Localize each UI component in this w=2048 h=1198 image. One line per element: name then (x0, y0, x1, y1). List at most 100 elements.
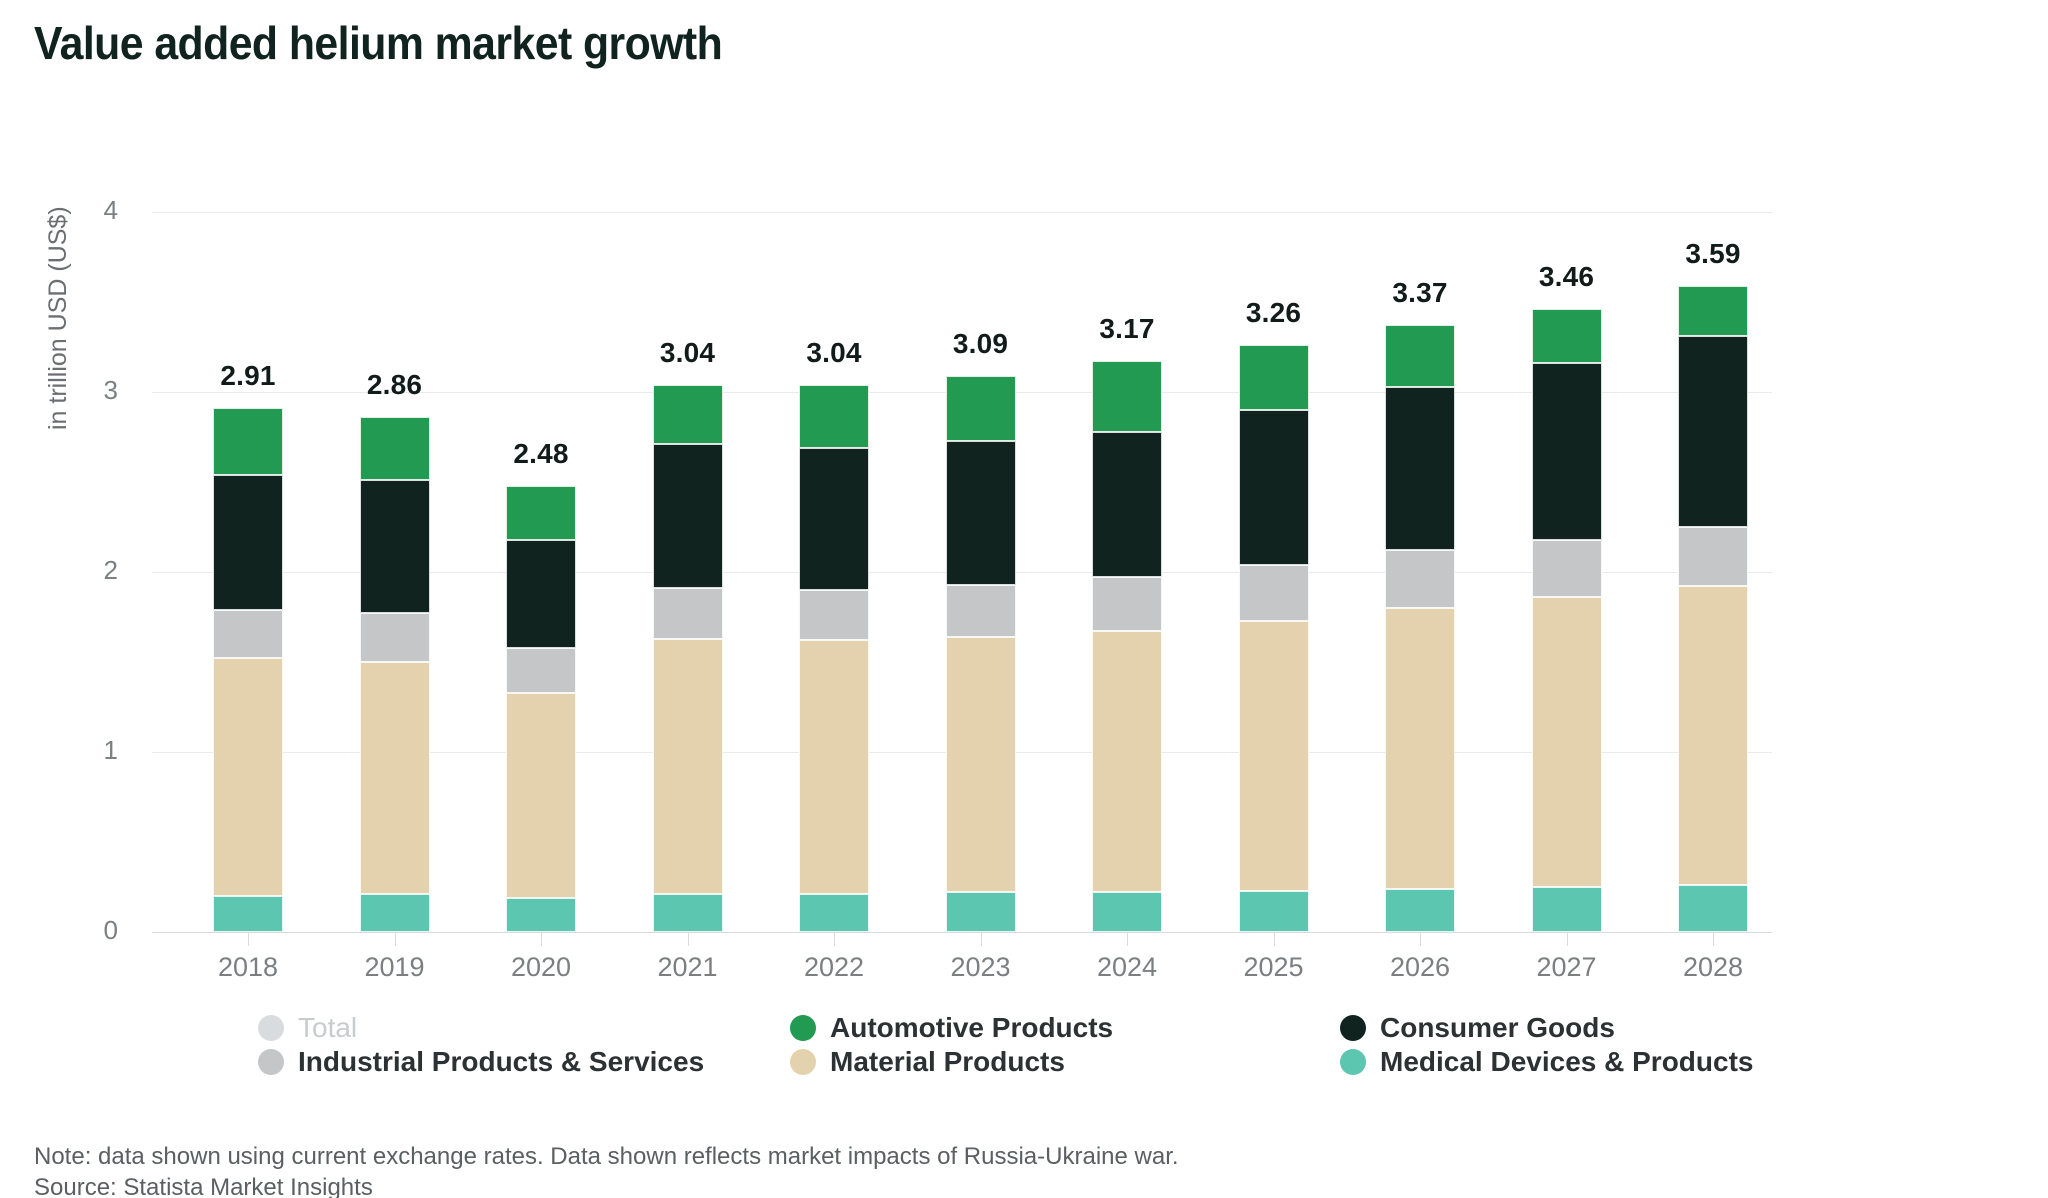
bar-stack-2028[interactable] (1678, 0, 1748, 932)
bar-total-label: 3.04 (659, 336, 716, 368)
bar-segment[interactable] (1531, 539, 1602, 598)
bar-segment[interactable] (213, 474, 283, 610)
bar-segment[interactable] (799, 590, 869, 641)
x-axis-tick (1566, 932, 1568, 946)
bar-segment[interactable] (799, 640, 869, 895)
bar-segment[interactable] (1531, 597, 1602, 887)
bar-segment[interactable] (1238, 564, 1309, 621)
bar-segment[interactable] (1238, 890, 1309, 932)
bar-segment[interactable] (945, 892, 1016, 932)
bar-total-label: 2.91 (220, 360, 276, 392)
bar-stack-2021[interactable] (652, 0, 723, 932)
footnote-source: Source: Statista Market Insights (34, 1173, 373, 1198)
legend-swatch-icon (258, 1015, 284, 1041)
bar-segment[interactable] (945, 440, 1016, 585)
bar-total-label: 2.86 (366, 369, 423, 401)
bar-segment[interactable] (1678, 586, 1748, 886)
bar-segment[interactable] (359, 662, 430, 895)
legend-swatch-icon (1340, 1049, 1366, 1075)
bar-segment[interactable] (1092, 631, 1162, 893)
bar-total-label: 2.48 (513, 437, 569, 469)
bar-stack-2020[interactable] (506, 0, 576, 932)
bar-stack-2022[interactable] (799, 0, 869, 932)
bar-segment[interactable] (1385, 386, 1455, 551)
bar-segment[interactable] (1678, 285, 1748, 337)
bar-segment[interactable] (1092, 431, 1162, 578)
bar-total-label: 3.09 (952, 327, 1009, 359)
bar-segment[interactable] (506, 897, 576, 932)
gridline-4 (152, 212, 1772, 213)
legend-item-industrial-products-services[interactable]: Industrial Products & Services (258, 1046, 704, 1078)
y-tick-label: 2 (103, 555, 118, 585)
legend-swatch-icon (1340, 1015, 1366, 1041)
bar-segment[interactable] (359, 417, 430, 481)
bar-segment[interactable] (506, 485, 576, 540)
bar-segment[interactable] (799, 894, 869, 932)
page-title: Value added helium market growth (34, 17, 723, 69)
legend-item-automotive-products[interactable]: Automotive Products (790, 1012, 1113, 1044)
legend-item-total[interactable]: Total (258, 1012, 357, 1044)
bar-segment[interactable] (1531, 309, 1602, 364)
bar-segment[interactable] (506, 647, 576, 693)
bar-segment[interactable] (1238, 620, 1309, 891)
legend-swatch-icon (790, 1049, 816, 1075)
x-tick-label-2024: 2024 (1096, 952, 1158, 982)
bar-stack-2024[interactable] (1092, 0, 1162, 932)
bar-total-label: 3.26 (1245, 297, 1302, 329)
bar-total-label: 3.04 (806, 336, 862, 368)
bar-stack-2019[interactable] (359, 0, 430, 932)
legend-item-label: Medical Devices & Products (1380, 1046, 1754, 1077)
x-tick-label-2023: 2023 (950, 952, 1011, 982)
bar-segment[interactable] (945, 584, 1016, 637)
legend-item-medical-devices-products[interactable]: Medical Devices & Products (1340, 1046, 1753, 1078)
bar-segment[interactable] (652, 638, 723, 895)
bar-segment[interactable] (652, 444, 723, 589)
bar-segment[interactable] (1678, 336, 1748, 527)
bar-segment[interactable] (506, 539, 576, 648)
bar-segment[interactable] (1238, 410, 1309, 565)
bar-segment[interactable] (1678, 527, 1748, 587)
bar-segment[interactable] (213, 408, 283, 475)
footnote-note: Note: data shown using current exchange … (34, 1143, 1179, 1170)
bar-segment[interactable] (1092, 577, 1162, 632)
bar-stack-2026[interactable] (1385, 0, 1455, 932)
legend-item-consumer-goods[interactable]: Consumer Goods (1340, 1012, 1615, 1044)
bar-segment[interactable] (506, 692, 576, 898)
bar-stack-2027[interactable] (1531, 0, 1602, 932)
bar-segment[interactable] (799, 384, 869, 448)
x-axis-tick (687, 932, 689, 946)
bar-segment[interactable] (652, 894, 723, 932)
bar-segment[interactable] (945, 375, 1016, 441)
bar-segment[interactable] (1385, 888, 1455, 932)
bar-segment[interactable] (1385, 550, 1455, 608)
bar-segment[interactable] (1385, 608, 1455, 889)
bar-segment[interactable] (359, 613, 430, 662)
bar-segment[interactable] (359, 480, 430, 614)
bar-segment[interactable] (799, 447, 869, 590)
bar-segment[interactable] (1092, 361, 1162, 432)
bar-segment[interactable] (652, 384, 723, 445)
bar-segment[interactable] (652, 588, 723, 639)
bar-segment[interactable] (1531, 887, 1602, 932)
bar-stack-2018[interactable] (213, 0, 283, 932)
y-tick-label: 1 (103, 735, 118, 765)
bar-segment[interactable] (1531, 363, 1602, 540)
chart-legend: Total Automotive Products Consumer Goods In… (0, 1012, 2048, 1092)
bar-stack-2023[interactable] (945, 0, 1016, 932)
legend-item-material-products[interactable]: Material Products (790, 1046, 1065, 1078)
bar-total-label: 3.46 (1538, 261, 1595, 293)
bar-segment[interactable] (1092, 892, 1162, 932)
bar-segment[interactable] (1385, 325, 1455, 387)
bar-segment[interactable] (945, 636, 1016, 893)
x-tick-label-2020: 2020 (510, 952, 572, 982)
bar-segment[interactable] (1678, 885, 1748, 932)
bar-segment[interactable] (213, 609, 283, 659)
y-tick-label: 0 (103, 915, 118, 945)
bar-segment[interactable] (359, 894, 430, 932)
bar-stack-2025[interactable] (1238, 0, 1309, 932)
bar-total-label: 3.59 (1685, 237, 1741, 269)
bar-segment[interactable] (213, 658, 283, 896)
bar-segment[interactable] (213, 896, 283, 932)
bar-segment[interactable] (1238, 345, 1309, 410)
